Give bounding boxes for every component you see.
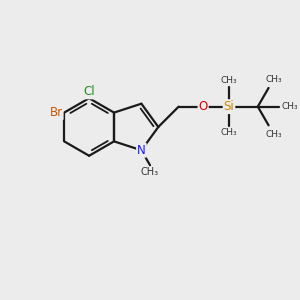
Text: CH₃: CH₃ xyxy=(265,130,282,139)
Text: N: N xyxy=(137,144,146,157)
Text: O: O xyxy=(199,100,208,113)
Text: Br: Br xyxy=(50,106,63,119)
Text: CH₃: CH₃ xyxy=(221,128,237,137)
Text: CH₃: CH₃ xyxy=(141,167,159,176)
Text: Si: Si xyxy=(224,100,234,113)
Text: Cl: Cl xyxy=(83,85,95,98)
Text: CH₃: CH₃ xyxy=(221,76,237,85)
Text: CH₃: CH₃ xyxy=(281,102,298,111)
Text: CH₃: CH₃ xyxy=(265,75,282,84)
